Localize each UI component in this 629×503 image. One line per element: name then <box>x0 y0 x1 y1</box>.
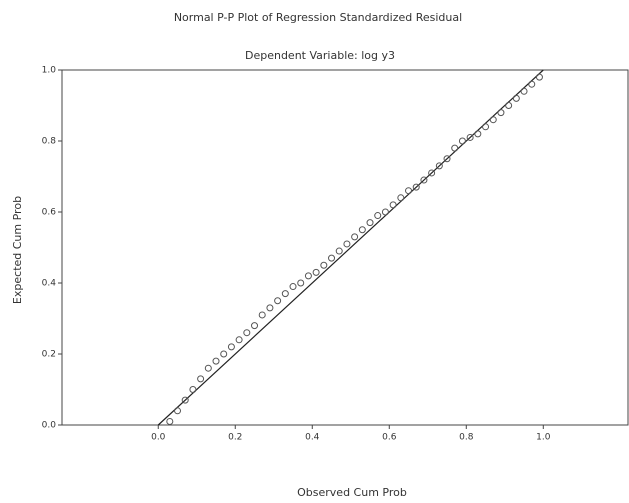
plot-frame <box>62 70 628 425</box>
point <box>529 81 535 87</box>
x-tick-label: 0.0 <box>151 433 166 443</box>
point <box>506 103 512 109</box>
point <box>267 305 273 311</box>
point <box>459 138 465 144</box>
x-tick-label: 0.2 <box>228 433 242 443</box>
point <box>521 88 527 94</box>
point <box>359 227 365 233</box>
point <box>390 202 396 208</box>
point <box>498 110 504 116</box>
y-tick-label: 0.4 <box>42 279 57 289</box>
point <box>305 273 311 279</box>
chart-title: Normal P-P Plot of Regression Standardiz… <box>174 11 462 24</box>
point <box>406 188 412 194</box>
chart-subtitle: Dependent Variable: log y3 <box>245 49 395 62</box>
point <box>367 220 373 226</box>
point <box>236 337 242 343</box>
x-tick-label: 1.0 <box>536 433 551 443</box>
point <box>352 234 358 240</box>
y-tick-label: 0.8 <box>42 137 57 147</box>
point <box>252 323 258 329</box>
y-tick-label: 0.2 <box>42 350 56 360</box>
point <box>244 330 250 336</box>
x-axis-label: Observed Cum Prob <box>297 486 407 499</box>
point <box>175 408 181 414</box>
reference-line <box>158 70 543 425</box>
point <box>321 262 327 268</box>
point <box>275 298 281 304</box>
point <box>490 117 496 123</box>
point <box>259 312 265 318</box>
point <box>536 74 542 80</box>
y-tick-label: 1.0 <box>42 66 57 76</box>
point <box>282 291 288 297</box>
y-axis-label: Expected Cum Prob <box>11 196 24 304</box>
point <box>190 387 196 393</box>
point <box>313 269 319 275</box>
y-tick-label: 0.0 <box>42 421 57 431</box>
chart: Normal P-P Plot of Regression Standardiz… <box>0 0 629 503</box>
x-tick-label: 0.8 <box>459 433 474 443</box>
point <box>213 358 219 364</box>
y-tick-label: 0.6 <box>42 208 57 218</box>
point <box>290 284 296 290</box>
point <box>382 209 388 215</box>
point <box>452 145 458 151</box>
point <box>329 255 335 261</box>
point <box>336 248 342 254</box>
page: Normal P-P Plot of Regression Standardiz… <box>0 0 629 503</box>
point <box>475 131 481 137</box>
point <box>398 195 404 201</box>
point <box>513 95 519 101</box>
point <box>167 418 173 424</box>
x-tick-label: 0.4 <box>305 433 320 443</box>
point <box>198 376 204 382</box>
x-tick-label: 0.6 <box>382 433 397 443</box>
point <box>228 344 234 350</box>
point <box>483 124 489 130</box>
point <box>375 213 381 219</box>
point <box>298 280 304 286</box>
point <box>205 365 211 371</box>
point <box>221 351 227 357</box>
point <box>344 241 350 247</box>
